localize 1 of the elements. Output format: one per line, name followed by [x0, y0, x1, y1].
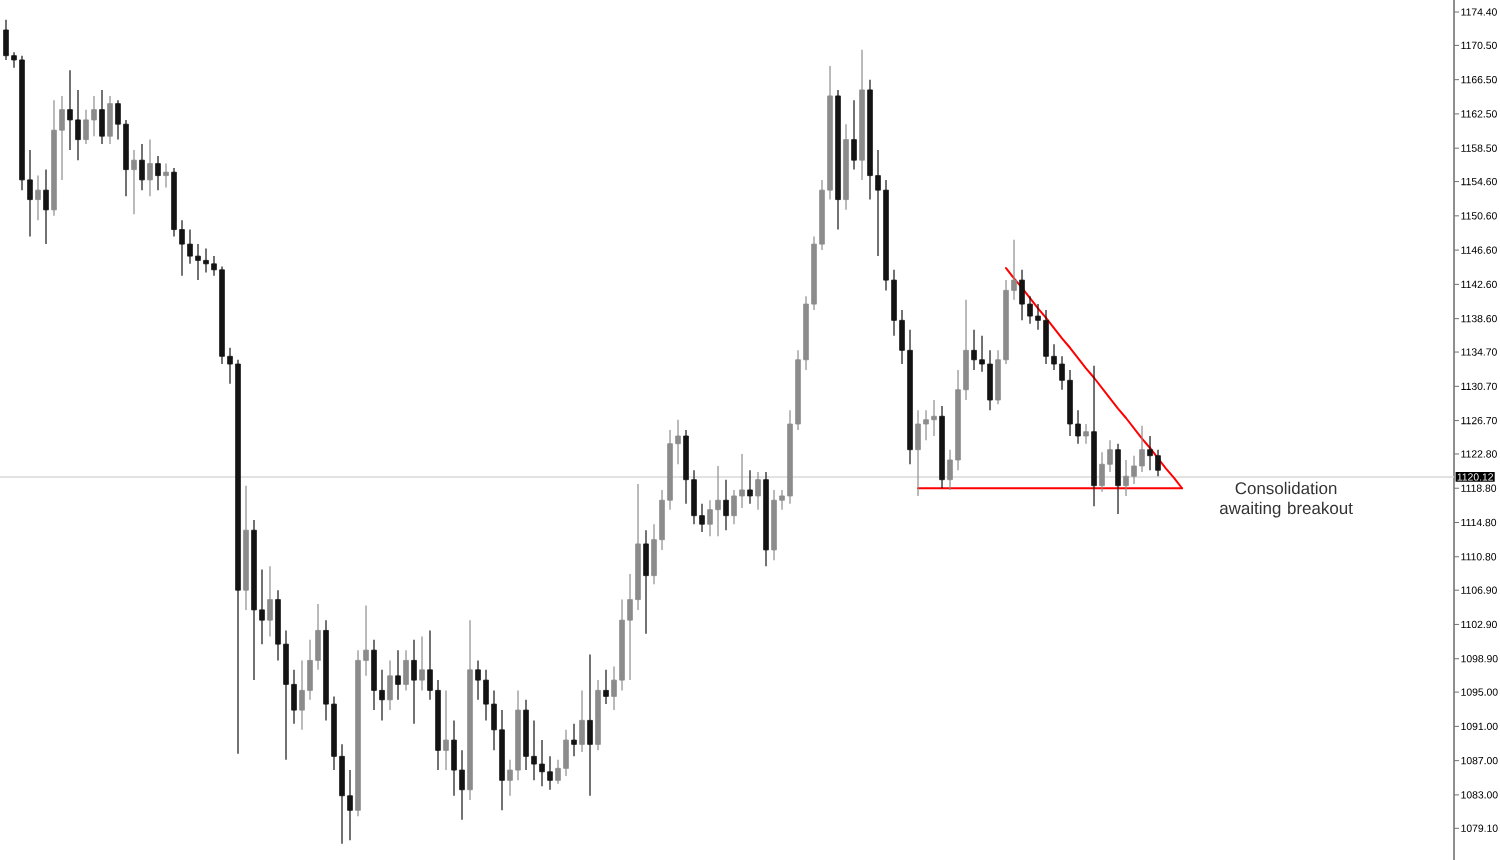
annotation: Consolidation awaiting breakout: [1219, 481, 1353, 518]
